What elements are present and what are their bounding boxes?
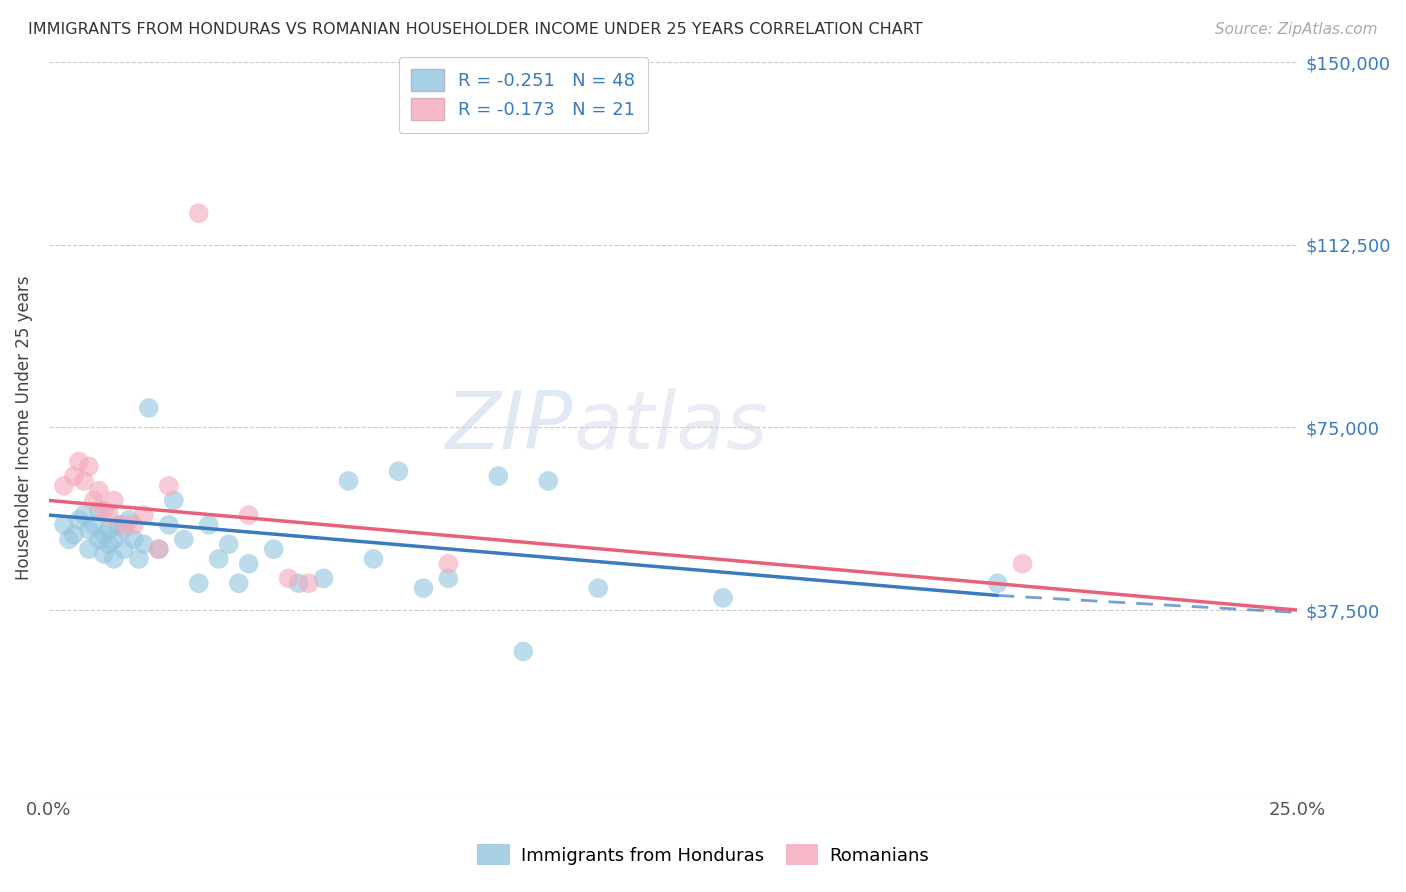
Point — [67, 513, 90, 527]
Point — [486, 469, 509, 483]
Point — [97, 508, 120, 522]
Point — [157, 479, 180, 493]
Point — [112, 517, 135, 532]
Point — [437, 571, 460, 585]
Point — [218, 537, 240, 551]
Point — [387, 464, 409, 478]
Point — [238, 557, 260, 571]
Point — [87, 503, 110, 517]
Point — [103, 493, 125, 508]
Point — [73, 508, 96, 522]
Point — [138, 401, 160, 415]
Point — [103, 533, 125, 547]
Point — [103, 552, 125, 566]
Point — [363, 552, 385, 566]
Point — [187, 576, 209, 591]
Point — [63, 469, 86, 483]
Point — [97, 523, 120, 537]
Point — [277, 571, 299, 585]
Point — [148, 542, 170, 557]
Text: IMMIGRANTS FROM HONDURAS VS ROMANIAN HOUSEHOLDER INCOME UNDER 25 YEARS CORRELATI: IMMIGRANTS FROM HONDURAS VS ROMANIAN HOU… — [28, 22, 922, 37]
Point — [67, 454, 90, 468]
Point — [77, 523, 100, 537]
Y-axis label: Householder Income Under 25 years: Householder Income Under 25 years — [15, 275, 32, 580]
Point — [987, 576, 1010, 591]
Point — [163, 493, 186, 508]
Point — [312, 571, 335, 585]
Point — [337, 474, 360, 488]
Point — [52, 517, 75, 532]
Point — [1011, 557, 1033, 571]
Point — [287, 576, 309, 591]
Point — [412, 581, 434, 595]
Point — [63, 527, 86, 541]
Point — [93, 527, 115, 541]
Point — [128, 552, 150, 566]
Point — [58, 533, 80, 547]
Point — [108, 517, 131, 532]
Point — [112, 523, 135, 537]
Point — [52, 479, 75, 493]
Point — [83, 493, 105, 508]
Point — [93, 503, 115, 517]
Point — [112, 542, 135, 557]
Point — [187, 206, 209, 220]
Point — [297, 576, 319, 591]
Point — [118, 513, 141, 527]
Legend: Immigrants from Honduras, Romanians: Immigrants from Honduras, Romanians — [468, 835, 938, 874]
Text: atlas: atlas — [574, 388, 768, 467]
Point — [77, 542, 100, 557]
Point — [97, 537, 120, 551]
Point — [586, 581, 609, 595]
Point — [512, 644, 534, 658]
Point — [87, 533, 110, 547]
Text: Source: ZipAtlas.com: Source: ZipAtlas.com — [1215, 22, 1378, 37]
Point — [711, 591, 734, 605]
Point — [122, 517, 145, 532]
Point — [87, 483, 110, 498]
Point — [83, 517, 105, 532]
Point — [238, 508, 260, 522]
Point — [228, 576, 250, 591]
Point — [173, 533, 195, 547]
Point — [77, 459, 100, 474]
Point — [93, 547, 115, 561]
Point — [122, 533, 145, 547]
Point — [197, 517, 219, 532]
Point — [263, 542, 285, 557]
Point — [157, 517, 180, 532]
Point — [537, 474, 560, 488]
Point — [73, 474, 96, 488]
Point — [132, 508, 155, 522]
Point — [208, 552, 231, 566]
Point — [132, 537, 155, 551]
Point — [148, 542, 170, 557]
Text: ZIP: ZIP — [446, 388, 574, 467]
Legend: R = -0.251   N = 48, R = -0.173   N = 21: R = -0.251 N = 48, R = -0.173 N = 21 — [399, 56, 648, 133]
Point — [437, 557, 460, 571]
